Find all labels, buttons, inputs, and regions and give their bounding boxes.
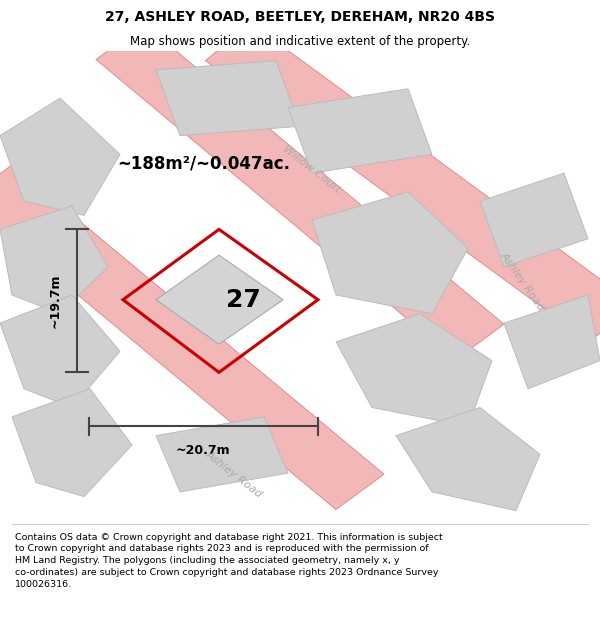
Polygon shape (336, 314, 492, 426)
Text: Map shows position and indicative extent of the property.: Map shows position and indicative extent… (130, 35, 470, 48)
Polygon shape (96, 24, 504, 359)
Polygon shape (288, 89, 432, 173)
Polygon shape (0, 98, 120, 215)
Polygon shape (396, 408, 540, 511)
Polygon shape (156, 61, 300, 136)
Text: Willow Court: Willow Court (281, 144, 343, 195)
Text: ~20.7m: ~20.7m (176, 444, 231, 457)
Polygon shape (156, 417, 288, 492)
Polygon shape (504, 295, 600, 389)
Text: ~188m²/~0.047ac.: ~188m²/~0.047ac. (117, 155, 290, 172)
Text: ~19.7m: ~19.7m (49, 274, 62, 328)
Polygon shape (0, 206, 108, 314)
Polygon shape (0, 165, 384, 509)
Text: 27: 27 (226, 288, 261, 312)
Polygon shape (0, 295, 120, 408)
Text: 27, ASHLEY ROAD, BEETLEY, DEREHAM, NR20 4BS: 27, ASHLEY ROAD, BEETLEY, DEREHAM, NR20 … (105, 10, 495, 24)
Text: Contains OS data © Crown copyright and database right 2021. This information is : Contains OS data © Crown copyright and d… (15, 532, 443, 589)
Text: Ashley Road: Ashley Road (498, 250, 546, 312)
Polygon shape (480, 173, 588, 267)
Polygon shape (312, 192, 468, 314)
Polygon shape (205, 23, 600, 342)
Polygon shape (12, 389, 132, 496)
Text: Ashley Road: Ashley Road (204, 449, 264, 499)
Polygon shape (156, 255, 283, 344)
